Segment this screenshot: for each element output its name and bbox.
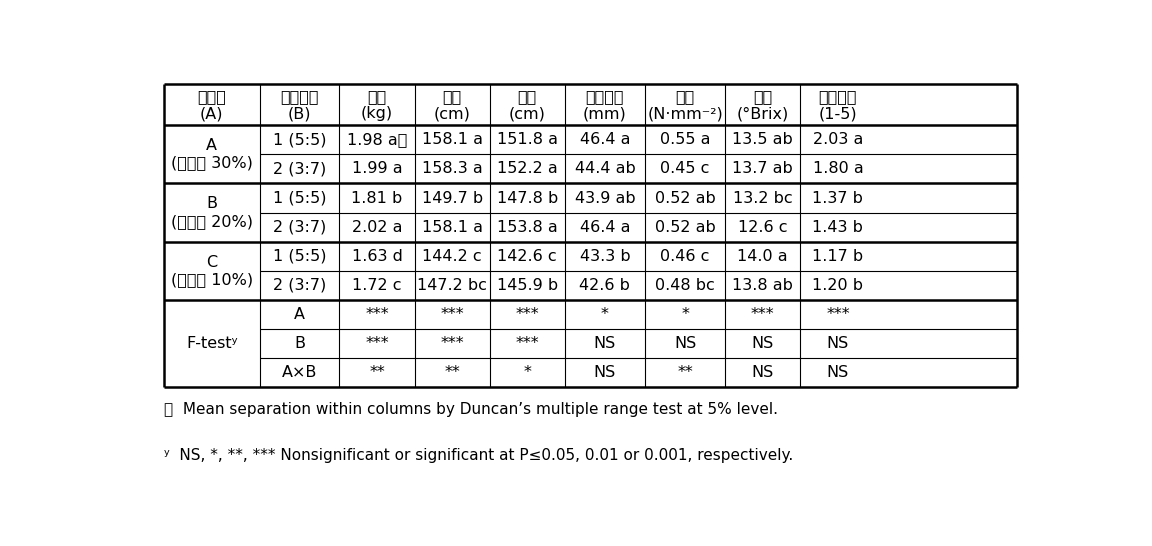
Text: ***: *** <box>365 336 389 351</box>
Text: ***: *** <box>751 307 774 322</box>
Text: NS: NS <box>827 336 849 351</box>
Text: 0.45 c: 0.45 c <box>660 162 710 176</box>
Text: 142.6 c: 142.6 c <box>498 249 558 264</box>
Text: 1.43 b: 1.43 b <box>812 219 863 235</box>
Text: 과고
(cm): 과고 (cm) <box>433 88 470 121</box>
Text: 158.3 a: 158.3 a <box>422 162 483 176</box>
Text: ***: *** <box>515 336 539 351</box>
Text: 2 (3:7): 2 (3:7) <box>273 219 326 235</box>
Text: 0.48 bc: 0.48 bc <box>655 278 715 293</box>
Text: ʸ  NS, *, **, *** Nonsignificant or significant at P≤0.05, 0.01 or 0.001, respec: ʸ NS, *, **, *** Nonsignificant or signi… <box>164 448 793 463</box>
Text: 158.1 a: 158.1 a <box>422 132 483 147</box>
Text: 13.7 ab: 13.7 ab <box>733 162 794 176</box>
Text: 0.52 ab: 0.52 ab <box>654 219 715 235</box>
Text: NS: NS <box>752 365 774 380</box>
Text: 급액량
(A): 급액량 (A) <box>197 88 226 121</box>
Text: 1.37 b: 1.37 b <box>812 191 863 205</box>
Text: B
(배액률 20%): B (배액률 20%) <box>170 197 253 229</box>
Text: 당도
(°Brix): 당도 (°Brix) <box>736 88 789 121</box>
Text: 13.2 bc: 13.2 bc <box>733 191 793 205</box>
Text: 0.55 a: 0.55 a <box>660 132 711 147</box>
Text: NS: NS <box>827 365 849 380</box>
Text: 151.8 a: 151.8 a <box>497 132 558 147</box>
Text: 0.46 c: 0.46 c <box>660 249 710 264</box>
Text: 13.5 ab: 13.5 ab <box>733 132 794 147</box>
Text: 144.2 c: 144.2 c <box>423 249 482 264</box>
Text: 1.63 d: 1.63 d <box>351 249 402 264</box>
Text: A×B: A×B <box>282 365 318 380</box>
Text: 43.3 b: 43.3 b <box>579 249 630 264</box>
Text: **: ** <box>445 365 460 380</box>
Text: NS: NS <box>752 336 774 351</box>
Text: 1.99 a: 1.99 a <box>351 162 402 176</box>
Text: 43.9 ab: 43.9 ab <box>575 191 635 205</box>
Text: **: ** <box>369 365 385 380</box>
Text: 152.2 a: 152.2 a <box>497 162 558 176</box>
Text: A
(배액률 30%): A (배액률 30%) <box>170 138 252 170</box>
Text: 과육두꾸
(mm): 과육두꾸 (mm) <box>583 88 627 121</box>
Text: 1.20 b: 1.20 b <box>812 278 863 293</box>
Text: 네트지수
(1-5): 네트지수 (1-5) <box>819 88 857 121</box>
Text: 1 (5:5): 1 (5:5) <box>273 191 326 205</box>
Text: ***: *** <box>826 307 850 322</box>
Text: 13.8 ab: 13.8 ab <box>733 278 794 293</box>
Text: NS: NS <box>593 365 616 380</box>
Text: 149.7 b: 149.7 b <box>422 191 483 205</box>
Text: 1.98 aᵴ: 1.98 aᵴ <box>347 132 407 147</box>
Text: 1 (5:5): 1 (5:5) <box>273 132 326 147</box>
Text: 46.4 a: 46.4 a <box>579 219 630 235</box>
Text: *: * <box>601 307 609 322</box>
Text: 2 (3:7): 2 (3:7) <box>273 278 326 293</box>
Text: 과폭
(cm): 과폭 (cm) <box>509 88 546 121</box>
Text: 1 (5:5): 1 (5:5) <box>273 249 326 264</box>
Text: 158.1 a: 158.1 a <box>422 219 483 235</box>
Text: 1.72 c: 1.72 c <box>353 278 402 293</box>
Text: 153.8 a: 153.8 a <box>497 219 558 235</box>
Text: 46.4 a: 46.4 a <box>579 132 630 147</box>
Text: 경도
(N·mm⁻²): 경도 (N·mm⁻²) <box>647 88 723 121</box>
Text: 12.6 c: 12.6 c <box>738 219 788 235</box>
Text: 2 (3:7): 2 (3:7) <box>273 162 326 176</box>
Text: ***: *** <box>440 307 464 322</box>
Text: ***: *** <box>515 307 539 322</box>
Text: ᵴ  Mean separation within columns by Duncan’s multiple range test at 5% level.: ᵴ Mean separation within columns by Dunc… <box>164 402 778 417</box>
Text: 2.03 a: 2.03 a <box>812 132 863 147</box>
Text: *: * <box>681 307 689 322</box>
Text: **: ** <box>677 365 694 380</box>
Text: *: * <box>523 365 531 380</box>
Text: 14.0 a: 14.0 a <box>737 249 788 264</box>
Text: 배지조성
(B): 배지조성 (B) <box>281 88 319 121</box>
Text: 2.02 a: 2.02 a <box>351 219 402 235</box>
Text: NS: NS <box>674 336 696 351</box>
Text: ***: *** <box>440 336 464 351</box>
Text: 0.52 ab: 0.52 ab <box>654 191 715 205</box>
Text: 147.8 b: 147.8 b <box>497 191 558 205</box>
Text: 44.4 ab: 44.4 ab <box>575 162 635 176</box>
Text: A: A <box>294 307 305 322</box>
Text: 1.80 a: 1.80 a <box>812 162 863 176</box>
Text: 42.6 b: 42.6 b <box>579 278 630 293</box>
Text: 1.81 b: 1.81 b <box>351 191 403 205</box>
Text: 과중
(kg): 과중 (kg) <box>361 88 393 121</box>
Text: 1.17 b: 1.17 b <box>812 249 864 264</box>
Text: 145.9 b: 145.9 b <box>497 278 558 293</box>
Text: 147.2 bc: 147.2 bc <box>417 278 487 293</box>
Text: ***: *** <box>365 307 389 322</box>
Text: B: B <box>294 336 305 351</box>
Text: NS: NS <box>593 336 616 351</box>
Text: F-testʸ: F-testʸ <box>187 336 237 351</box>
Text: C
(배액률 10%): C (배액률 10%) <box>170 254 253 287</box>
